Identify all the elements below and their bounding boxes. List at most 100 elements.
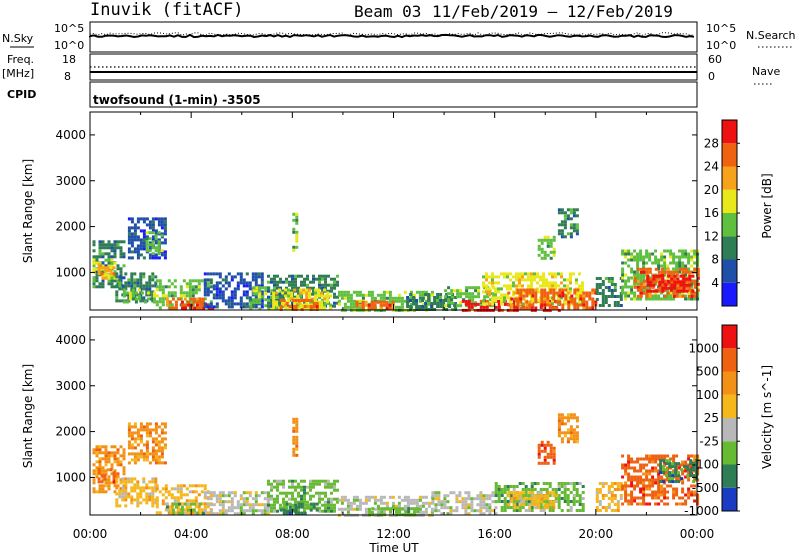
power-cell: [409, 290, 413, 294]
velocity-cell: [195, 511, 199, 515]
velocity-cell: [639, 466, 643, 470]
power-cell: [418, 305, 422, 308]
power-cell: [522, 288, 526, 292]
velocity-cell: [186, 508, 190, 512]
x-tick-label: 00:00: [680, 527, 715, 541]
x-tick-label: 04:00: [174, 527, 209, 541]
power-cell: [627, 249, 631, 253]
power-cell: [684, 285, 688, 289]
power-cell: [555, 306, 559, 310]
velocity-cell: [397, 501, 401, 505]
velocity-cell: [257, 509, 261, 513]
velocity-cell: [560, 416, 564, 420]
power-cell: [696, 255, 700, 259]
velocity-cell: [163, 425, 167, 429]
power-cell: [122, 276, 126, 280]
velocity-cell: [333, 482, 336, 486]
velocity-cell: [672, 490, 676, 494]
power-cell: [323, 297, 327, 301]
power-cell: [595, 292, 599, 295]
velocity-cell: [636, 469, 640, 473]
velocity-cell: [176, 490, 180, 494]
velocity-cell: [118, 495, 122, 499]
power-cell: [471, 292, 475, 296]
power-cell: [179, 285, 183, 289]
cpid-label: CPID: [7, 88, 36, 101]
velocity-cell: [182, 508, 186, 512]
power-cell: [406, 302, 410, 305]
velocity-cell: [415, 504, 419, 508]
velocity-cell: [687, 478, 691, 482]
power-cell: [148, 284, 152, 288]
velocity-cell: [575, 509, 579, 512]
power-cell: [610, 283, 614, 286]
velocity-cell: [503, 488, 507, 491]
power-cell: [382, 300, 386, 304]
power-cell: [333, 292, 336, 296]
power-cell: [127, 232, 131, 236]
power-cell: [379, 293, 383, 297]
power-cell: [513, 291, 517, 295]
velocity-cell: [437, 503, 441, 507]
velocity-cell: [92, 469, 96, 473]
power-cell: [379, 303, 383, 307]
power-cell: [682, 277, 686, 281]
velocity-cell: [173, 499, 177, 503]
power-cell: [260, 278, 264, 282]
velocity-cell: [330, 506, 333, 510]
velocity-cell: [506, 485, 510, 488]
velocity-cell: [660, 457, 664, 461]
velocity-cell: [127, 422, 131, 426]
velocity-cell: [136, 486, 140, 490]
velocity-cell: [276, 482, 279, 486]
velocity-cell: [552, 503, 556, 507]
power-cell: [154, 241, 158, 245]
power-cell: [224, 287, 228, 291]
velocity-cell: [488, 509, 492, 513]
velocity-cell: [566, 431, 570, 435]
velocity-cell: [678, 496, 682, 500]
power-cell: [397, 299, 401, 303]
velocity-cell: [598, 503, 602, 506]
power-cell: [563, 284, 566, 288]
velocity-cell: [224, 512, 228, 516]
power-cell: [427, 296, 431, 299]
velocity-cell: [503, 500, 507, 503]
power-cell: [639, 273, 643, 277]
velocity-cell: [98, 460, 102, 464]
velocity-cell: [546, 452, 550, 456]
velocity-cell: [327, 497, 330, 501]
velocity-cell: [693, 484, 697, 488]
power-cell: [242, 278, 246, 282]
velocity-cell: [154, 422, 158, 426]
velocity-cell: [104, 457, 108, 461]
velocity-cell: [145, 501, 149, 505]
power-cell: [157, 231, 161, 235]
power-cell: [534, 291, 538, 295]
power-cell: [148, 249, 152, 253]
velocity-cell: [645, 463, 649, 467]
power-cell: [578, 287, 581, 291]
power-cell: [107, 261, 111, 265]
velocity-cell: [103, 477, 107, 481]
velocity-cell: [537, 461, 541, 465]
velocity-cell: [663, 502, 667, 506]
velocity-cell: [616, 488, 620, 491]
power-cell: [130, 226, 134, 230]
power-cell: [140, 291, 144, 295]
power-cell: [459, 295, 463, 299]
velocity-cell: [121, 498, 125, 502]
velocity-cell: [121, 477, 125, 481]
power-cell: [679, 274, 683, 278]
power-cell: [107, 258, 111, 262]
power-cell: [585, 300, 589, 304]
power-cell: [660, 267, 664, 271]
power-cell: [607, 289, 611, 292]
power-cell: [254, 275, 258, 279]
velocity-cell: [379, 501, 383, 505]
velocity-cell: [333, 479, 336, 483]
velocity-cell: [563, 485, 567, 488]
velocity-cell: [610, 494, 614, 497]
velocity-cell: [245, 509, 249, 513]
power-cell: [154, 246, 158, 250]
